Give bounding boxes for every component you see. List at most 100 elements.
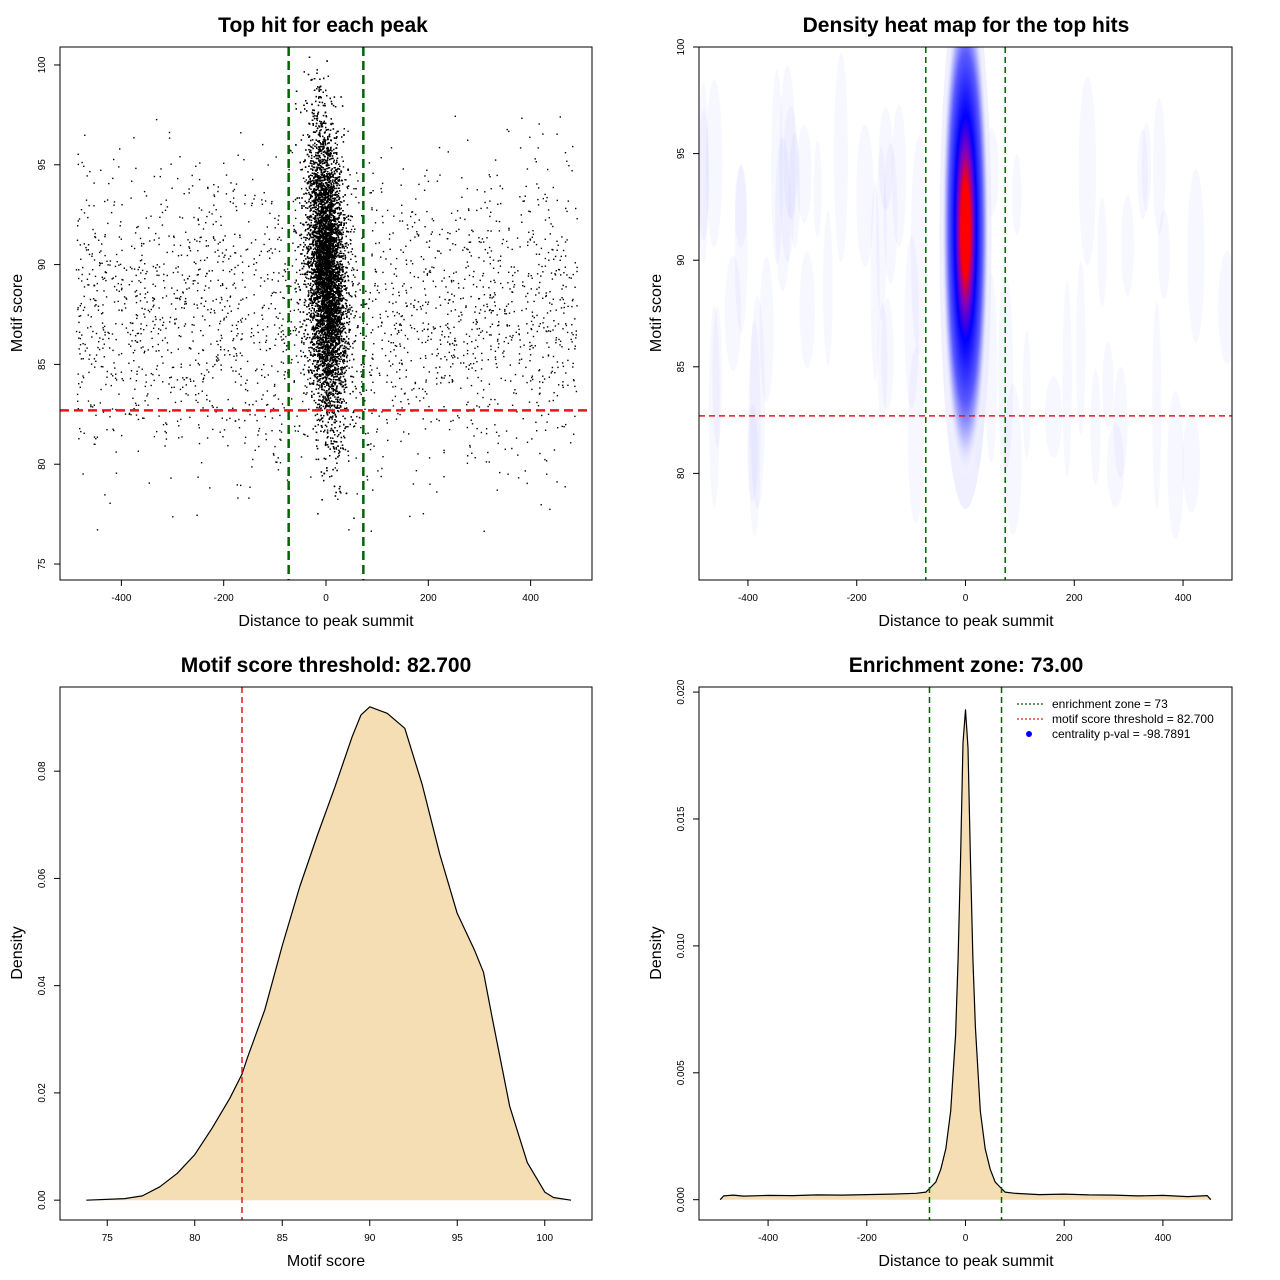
scatter-point bbox=[494, 356, 497, 358]
scatter-point bbox=[355, 291, 357, 293]
scatter-point bbox=[416, 330, 418, 333]
scatter-point bbox=[348, 293, 350, 296]
scatter-point bbox=[518, 333, 520, 335]
scatter-point bbox=[438, 419, 440, 422]
scatter-point bbox=[158, 274, 160, 277]
scatter-point bbox=[287, 268, 289, 270]
scatter-point bbox=[77, 308, 79, 311]
scatter-point bbox=[466, 343, 469, 345]
scatter-point bbox=[360, 375, 363, 378]
scatter-point bbox=[295, 287, 297, 290]
scatter-point bbox=[215, 359, 218, 361]
scatter-point bbox=[535, 161, 537, 163]
scatter-point bbox=[566, 160, 568, 162]
scatter-point bbox=[449, 249, 451, 251]
scatter-point bbox=[267, 374, 269, 376]
scatter-point bbox=[113, 285, 116, 288]
scatter-point bbox=[281, 423, 283, 425]
scatter-point bbox=[196, 240, 198, 242]
scatter-point bbox=[240, 375, 242, 378]
scatter-point bbox=[466, 261, 469, 263]
scatter-point bbox=[502, 352, 504, 354]
scatter-point bbox=[97, 346, 99, 349]
scatter-point bbox=[537, 147, 539, 149]
scatter-point bbox=[232, 284, 234, 286]
scatter-point bbox=[400, 184, 402, 186]
scatter-point bbox=[120, 289, 123, 291]
scatter-point bbox=[546, 326, 549, 328]
scatter-point bbox=[517, 477, 520, 479]
scatter-point bbox=[435, 367, 437, 369]
scatter-point bbox=[120, 221, 122, 223]
scatter-point bbox=[484, 191, 486, 193]
scatter-point bbox=[488, 287, 490, 289]
scatter-point bbox=[178, 297, 181, 299]
scatter-point bbox=[208, 287, 210, 289]
scatter-point bbox=[297, 361, 299, 364]
scatter-point bbox=[392, 293, 394, 296]
scatter-point bbox=[306, 357, 309, 359]
scatter-point bbox=[452, 357, 454, 359]
scatter-point bbox=[487, 230, 489, 232]
scatter-point bbox=[544, 193, 546, 196]
scatter-point bbox=[566, 274, 568, 276]
scatter-point bbox=[485, 461, 488, 463]
scatter-point bbox=[182, 377, 184, 379]
scatter-point bbox=[222, 269, 224, 272]
scatter-point bbox=[239, 236, 241, 239]
scatter-point bbox=[529, 348, 531, 351]
scatter-point bbox=[275, 316, 278, 318]
scatter-point bbox=[381, 411, 383, 413]
scatter-point bbox=[213, 184, 215, 186]
scatter-point bbox=[489, 256, 491, 258]
scatter-point bbox=[136, 332, 139, 335]
scatter-point bbox=[303, 433, 305, 435]
scatter-point bbox=[115, 373, 117, 375]
scatter-point bbox=[553, 320, 555, 322]
scatter-point bbox=[120, 352, 123, 355]
scatter-point bbox=[562, 381, 564, 383]
scatter-point bbox=[453, 349, 456, 351]
scatter-point bbox=[450, 420, 452, 423]
scatter-point bbox=[83, 295, 85, 298]
scatter-point bbox=[96, 529, 99, 531]
scatter-point bbox=[565, 372, 567, 374]
scatter-point bbox=[508, 312, 511, 314]
scatter-point bbox=[229, 295, 232, 297]
scatter-point bbox=[563, 426, 565, 428]
scatter-point bbox=[467, 401, 469, 403]
scatter-point bbox=[277, 370, 279, 373]
scatter-point bbox=[105, 272, 108, 274]
scatter-point bbox=[297, 246, 299, 248]
scatter-point bbox=[472, 353, 474, 355]
scatter-point bbox=[529, 354, 532, 356]
scatter-point bbox=[449, 299, 451, 301]
scatter-point bbox=[488, 403, 491, 406]
scatter-point bbox=[475, 339, 477, 341]
scatter-point bbox=[147, 349, 149, 351]
scatter-point bbox=[571, 170, 573, 172]
scatter-point bbox=[95, 304, 97, 306]
scatter-point bbox=[290, 321, 292, 323]
scatter-point bbox=[523, 285, 526, 288]
scatter-point bbox=[413, 328, 416, 330]
scatter-point bbox=[212, 406, 214, 408]
scatter-point bbox=[271, 279, 273, 281]
scatter-point bbox=[178, 335, 180, 337]
scatter-point bbox=[514, 373, 517, 376]
scatter-point bbox=[486, 237, 488, 239]
scatter-point bbox=[220, 224, 222, 226]
scatter-point bbox=[410, 260, 412, 262]
scatter-point bbox=[341, 368, 343, 371]
scatter-point bbox=[404, 392, 406, 394]
scatter-point bbox=[212, 300, 214, 302]
scatter-point bbox=[165, 422, 167, 424]
scatter-point bbox=[495, 431, 498, 433]
scatter-point bbox=[351, 253, 354, 256]
scatter-point bbox=[550, 372, 552, 374]
scatter-point bbox=[565, 207, 567, 210]
scatter-point bbox=[447, 291, 449, 294]
scatter-point bbox=[394, 344, 396, 347]
scatter-point bbox=[512, 280, 514, 283]
scatter-point bbox=[454, 309, 457, 311]
